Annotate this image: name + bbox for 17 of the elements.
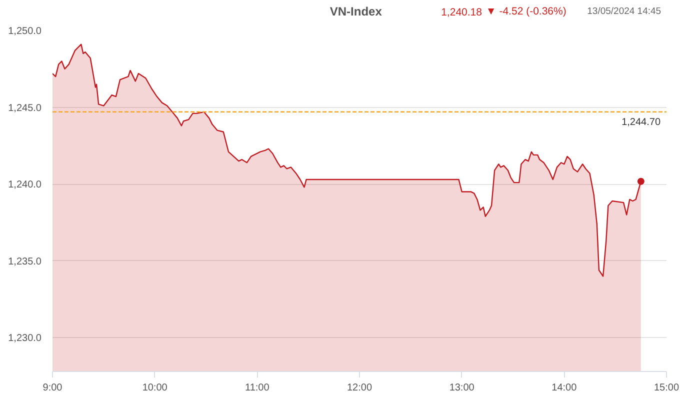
y-tick-label: 1,245.0 — [8, 102, 42, 114]
x-tick-label: 9:00 — [42, 382, 63, 394]
text: ▼ -4.52 (-0.36%) — [486, 6, 566, 18]
x-tick-label: 11:00 — [245, 382, 270, 394]
y-tick-label: 1,230.0 — [8, 333, 42, 344]
x-tick-label: 10:00 — [142, 382, 168, 394]
y-tick-label: 1,240.0 — [8, 180, 42, 191]
y-tick-label: 1,235.0 — [8, 256, 42, 268]
x-tick-label: 12:00 — [346, 382, 372, 394]
x-tick-label: 15:00 — [654, 382, 680, 394]
y-tick-label: 1,250.0 — [8, 26, 42, 37]
ref-line-label: 1,244.70 — [622, 116, 661, 128]
text: 1,240.18 — [441, 6, 482, 18]
chart-subtitle: 13/05/2024 14:45 — [587, 6, 662, 17]
x-tick-label: 14:00 — [552, 382, 578, 394]
x-tick-label: 13:00 — [449, 382, 475, 394]
chart-title: VN-Index — [330, 4, 382, 18]
